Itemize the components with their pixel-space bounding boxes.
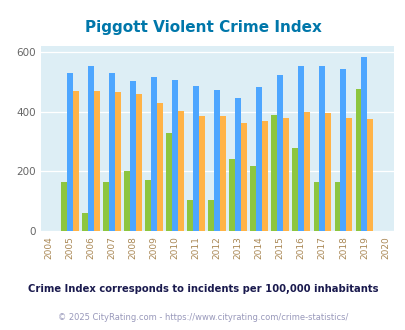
Bar bbox=[313, 182, 319, 231]
Bar bbox=[283, 118, 288, 231]
Bar bbox=[178, 111, 183, 231]
Bar bbox=[172, 80, 178, 231]
Text: © 2025 CityRating.com - https://www.cityrating.com/crime-statistics/: © 2025 CityRating.com - https://www.city… bbox=[58, 313, 347, 322]
Bar bbox=[187, 200, 193, 231]
Bar bbox=[303, 113, 309, 231]
Bar bbox=[145, 180, 151, 231]
Bar bbox=[319, 66, 324, 231]
Bar bbox=[229, 159, 235, 231]
Bar bbox=[271, 115, 277, 231]
Bar bbox=[94, 91, 100, 231]
Bar bbox=[298, 66, 303, 231]
Bar bbox=[360, 57, 367, 231]
Bar bbox=[73, 91, 79, 231]
Bar bbox=[67, 73, 73, 231]
Bar bbox=[157, 103, 162, 231]
Bar bbox=[214, 90, 220, 231]
Bar bbox=[324, 113, 330, 231]
Bar bbox=[367, 119, 372, 231]
Bar bbox=[166, 133, 172, 231]
Text: Crime Index corresponds to incidents per 100,000 inhabitants: Crime Index corresponds to incidents per… bbox=[28, 284, 377, 294]
Bar bbox=[250, 166, 256, 231]
Bar bbox=[88, 66, 94, 231]
Bar bbox=[241, 123, 247, 231]
Bar bbox=[151, 77, 157, 231]
Text: Piggott Violent Crime Index: Piggott Violent Crime Index bbox=[84, 20, 321, 35]
Bar bbox=[193, 86, 198, 231]
Bar bbox=[109, 73, 115, 231]
Bar bbox=[277, 75, 283, 231]
Bar bbox=[61, 182, 67, 231]
Bar bbox=[124, 171, 130, 231]
Bar bbox=[136, 94, 142, 231]
Bar bbox=[130, 81, 136, 231]
Bar bbox=[262, 121, 267, 231]
Bar bbox=[355, 89, 360, 231]
Bar bbox=[334, 182, 339, 231]
Bar bbox=[115, 92, 121, 231]
Bar bbox=[198, 115, 205, 231]
Bar bbox=[235, 98, 241, 231]
Bar bbox=[82, 213, 88, 231]
Bar bbox=[345, 118, 351, 231]
Bar bbox=[103, 182, 109, 231]
Bar bbox=[292, 148, 298, 231]
Bar bbox=[256, 87, 262, 231]
Bar bbox=[220, 115, 226, 231]
Bar bbox=[339, 69, 345, 231]
Bar bbox=[208, 200, 214, 231]
